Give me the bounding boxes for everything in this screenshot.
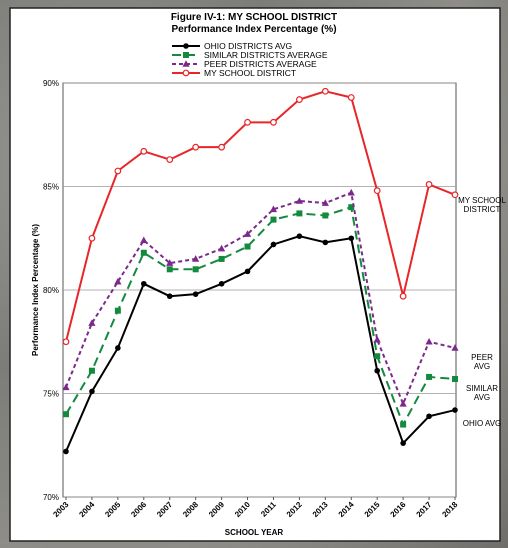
end-label: OHIO AVG <box>463 419 502 428</box>
data-point <box>296 233 303 239</box>
y-tick-label: 70% <box>43 493 59 502</box>
end-label: AVG <box>474 362 490 371</box>
data-point <box>218 143 226 151</box>
data-point <box>425 337 433 345</box>
data-point <box>192 255 200 262</box>
data-point <box>63 448 69 455</box>
data-point <box>270 216 277 223</box>
data-point <box>374 353 381 360</box>
y-tick-label: 90% <box>43 79 59 88</box>
y-axis-label: Performance Index Percentage (%) <box>31 224 40 356</box>
data-point <box>244 268 251 275</box>
data-point <box>400 421 407 428</box>
y-tick-label: 75% <box>43 390 59 399</box>
legend-label: PEER DISTRICTS AVERAGE <box>204 59 317 69</box>
data-point <box>270 118 277 126</box>
y-tick-label: 80% <box>43 286 59 295</box>
data-point <box>88 367 95 374</box>
data-point <box>192 291 199 297</box>
legend-marker <box>182 60 190 67</box>
data-point <box>62 338 70 346</box>
series-line <box>65 205 456 427</box>
legend-marker <box>183 52 189 58</box>
data-point <box>166 156 174 163</box>
data-point <box>348 204 355 211</box>
data-point <box>269 205 278 213</box>
data-point <box>114 277 122 285</box>
data-point <box>166 266 173 273</box>
data-point <box>347 94 355 101</box>
data-point <box>452 376 458 383</box>
end-label: DISTRICT <box>464 205 501 214</box>
data-point <box>373 187 381 195</box>
data-point <box>244 243 251 250</box>
data-point <box>400 440 406 446</box>
data-point <box>218 244 226 252</box>
series-line <box>65 191 456 407</box>
data-point <box>322 212 329 219</box>
data-point <box>296 96 303 103</box>
data-point <box>166 259 174 266</box>
end-label: PEER <box>471 353 493 362</box>
data-point <box>140 147 148 155</box>
legend-marker <box>183 43 189 49</box>
data-point <box>88 234 96 242</box>
data-point <box>141 280 147 287</box>
data-point <box>114 167 122 175</box>
data-point <box>166 293 173 300</box>
x-axis-label: SCHOOL YEAR <box>225 528 284 537</box>
data-point <box>192 266 199 273</box>
data-point <box>322 239 329 246</box>
chart-title: Figure IV-1: MY SCHOOL DISTRICT <box>171 12 337 23</box>
data-point <box>399 400 407 407</box>
legend-label: SIMILAR DISTRICTS AVERAGE <box>204 50 328 60</box>
data-point <box>114 307 121 314</box>
data-point <box>373 335 381 343</box>
data-point <box>321 87 329 95</box>
data-point <box>347 188 355 196</box>
data-point <box>451 344 459 351</box>
data-point <box>270 241 277 248</box>
end-label: SIMILAR <box>466 384 498 393</box>
data-point <box>218 255 225 262</box>
data-point <box>218 280 225 287</box>
end-label: MY SCHOOL <box>458 196 506 205</box>
data-point <box>244 118 251 126</box>
data-point <box>321 199 329 206</box>
data-point <box>88 319 96 326</box>
data-point <box>63 411 69 418</box>
data-point <box>425 181 433 188</box>
data-point <box>243 230 252 237</box>
data-point <box>89 388 95 395</box>
legend-marker <box>182 69 190 77</box>
chart-subtitle: Performance Index Percentage (%) <box>171 24 336 35</box>
data-point <box>62 383 70 391</box>
data-point <box>115 345 121 351</box>
data-point <box>295 197 303 204</box>
data-point <box>296 210 303 217</box>
data-point <box>452 407 458 413</box>
data-point <box>426 373 433 380</box>
data-point <box>140 236 148 244</box>
y-tick-label: 85% <box>43 183 59 192</box>
series-line <box>65 235 456 452</box>
data-point <box>451 191 459 199</box>
panel <box>9 7 501 542</box>
legend-label: MY SCHOOL DISTRICT <box>204 68 296 78</box>
data-point <box>426 413 432 420</box>
legend-label: OHIO DISTRICTS AVG <box>204 41 292 51</box>
data-point <box>374 367 381 374</box>
data-point <box>140 249 147 256</box>
data-point <box>348 235 355 242</box>
data-point <box>399 292 407 300</box>
data-point <box>192 143 200 151</box>
series-line <box>65 90 456 342</box>
end-label: AVG <box>474 393 490 402</box>
